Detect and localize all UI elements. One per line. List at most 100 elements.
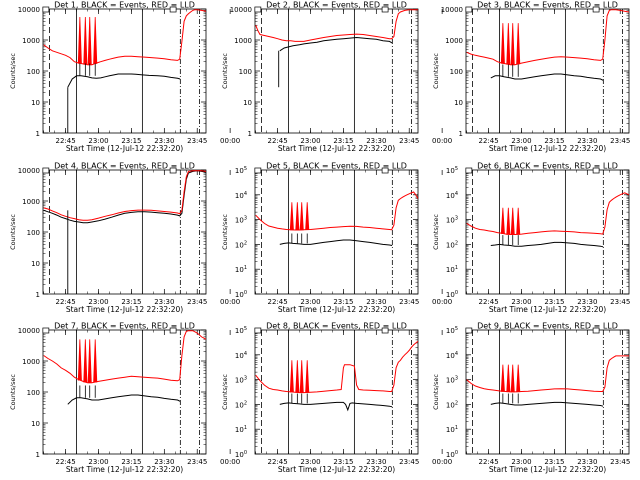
lld-spike (510, 23, 515, 66)
lld-spike (516, 364, 521, 393)
marker-box (592, 327, 600, 334)
lld-spike (506, 207, 511, 235)
lld-spike (87, 339, 92, 384)
x-tick-label: 23:15 (333, 458, 353, 466)
marker-box (592, 6, 600, 13)
panel-title: Det 2, BLACK = Events, RED = LLD (266, 1, 407, 10)
x-tick-label: 23:30 (577, 298, 597, 306)
y-tick-label: 10000 (230, 6, 252, 14)
x-axis-label: Start Time (12-Jul-12 22:32:20) (278, 144, 395, 153)
lld-spike (500, 364, 505, 392)
x-tick-label: 23:15 (121, 458, 141, 466)
y-tick-label: 105 (446, 326, 458, 335)
marker-box (42, 167, 50, 174)
lld-series-line (43, 330, 206, 384)
marker-box (254, 167, 262, 174)
panel-4: Det 4, BLACK = Events, RED = LLD 1 10 100 10… (9, 162, 240, 315)
lld-series-line (466, 192, 629, 235)
marker-box (465, 327, 473, 334)
lld-spike (83, 339, 88, 383)
y-axis-label: Counts/sec (9, 374, 17, 410)
x-tick-label: 22:45 (56, 458, 76, 466)
panel-8: Det 8, BLACK = Events, RED = LLD 100 101 10… (221, 322, 452, 475)
panel-title: Det 6, BLACK = Events, RED = LLD (477, 162, 618, 171)
marker-lines (472, 330, 623, 454)
y-axis-label: Counts/sec (9, 214, 17, 250)
lld-spike (506, 364, 511, 393)
y-tick-label: 102 (235, 400, 247, 409)
x-tick-label: 23:00 (88, 137, 108, 145)
x-axis-label: Start Time (12-Jul-12 22:32:20) (278, 305, 395, 314)
y-tick-label: 104 (235, 351, 247, 360)
events-series-line (490, 241, 604, 248)
x-tick-label: 23:00 (88, 298, 108, 306)
x-tick-label: 23:00 (88, 458, 108, 466)
events-series-line (490, 401, 604, 407)
lld-series-line (466, 9, 629, 66)
y-tick-label: 10 (454, 99, 463, 107)
marker-box (381, 167, 389, 174)
lld-spike (516, 207, 521, 235)
x-tick-label: 22:45 (56, 298, 76, 306)
x-tick-label: 23:30 (366, 137, 386, 145)
plot-frame (254, 169, 419, 295)
x-axis-label: Start Time (12-Jul-12 22:32:20) (66, 465, 183, 474)
marker-box (465, 6, 473, 13)
y-tick-label: 1 (36, 130, 40, 138)
y-tick-label: 10000 (441, 6, 463, 14)
y-axis-label: Counts/sec (221, 374, 229, 410)
y-tick-label: 1000 (22, 358, 40, 366)
panel-title: Det 8, BLACK = Events, RED = LLD (266, 322, 407, 331)
y-tick-label: 105 (446, 166, 458, 175)
y-tick-label: 1 (36, 451, 40, 459)
x-tick-label: 22:45 (268, 298, 288, 306)
x-tick-label: 00:00 (220, 298, 240, 306)
marker-lines (49, 9, 200, 133)
y-tick-label: 101 (446, 425, 458, 434)
x-tick-label: 22:45 (479, 458, 499, 466)
marker-box (381, 327, 389, 334)
lld-series-line (255, 9, 418, 42)
y-tick-label: 101 (446, 265, 458, 274)
marker-lines (76, 330, 200, 454)
x-tick-label: 23:30 (577, 137, 597, 145)
series-group (255, 9, 418, 88)
x-axis-label: Start Time (12-Jul-12 22:32:20) (489, 144, 606, 153)
x-tick-label: 00:00 (432, 298, 452, 306)
events-series-line (279, 36, 393, 52)
x-tick-label: 23:15 (121, 298, 141, 306)
marker-box (465, 167, 473, 174)
lld-spike (500, 207, 505, 234)
y-tick-label: 102 (235, 240, 247, 249)
x-tick-label: 23:15 (333, 298, 353, 306)
panel-title: Det 1, BLACK = Events, RED = LLD (54, 1, 195, 10)
x-axis-label: Start Time (12-Jul-12 22:32:20) (66, 144, 183, 153)
x-tick-label: 23:45 (399, 137, 419, 145)
x-tick-label: 23:45 (610, 137, 630, 145)
series-group (255, 191, 418, 246)
plot-frame (465, 8, 630, 134)
lld-spike (77, 17, 82, 64)
x-tick-label: 23:00 (511, 137, 531, 145)
series-group (255, 340, 418, 412)
x-tick-label: 22:45 (479, 137, 499, 145)
x-tick-label: 22:45 (56, 137, 76, 145)
y-tick-label: 100 (446, 290, 458, 299)
marker-box (381, 6, 389, 13)
events-series-line (279, 239, 393, 246)
series-group (466, 192, 629, 248)
panel-title: Det 9, BLACK = Events, RED = LLD (477, 322, 618, 331)
y-tick-label: 105 (235, 326, 247, 335)
x-axis-label: Start Time (12-Jul-12 22:32:20) (489, 305, 606, 314)
x-tick-label: 23:30 (154, 458, 174, 466)
lld-spike (305, 360, 310, 393)
lld-spike (516, 23, 521, 65)
y-tick-label: 1 (36, 291, 40, 299)
lld-spike (77, 339, 82, 381)
panel-title: Det 5, BLACK = Events, RED = LLD (266, 162, 407, 171)
panel-title: Det 4, BLACK = Events, RED = LLD (54, 162, 195, 171)
lld-spike (93, 339, 98, 383)
lld-series-line (466, 355, 629, 393)
panel-9: Det 9, BLACK = Events, RED = LLD 100 101 10… (432, 322, 630, 475)
